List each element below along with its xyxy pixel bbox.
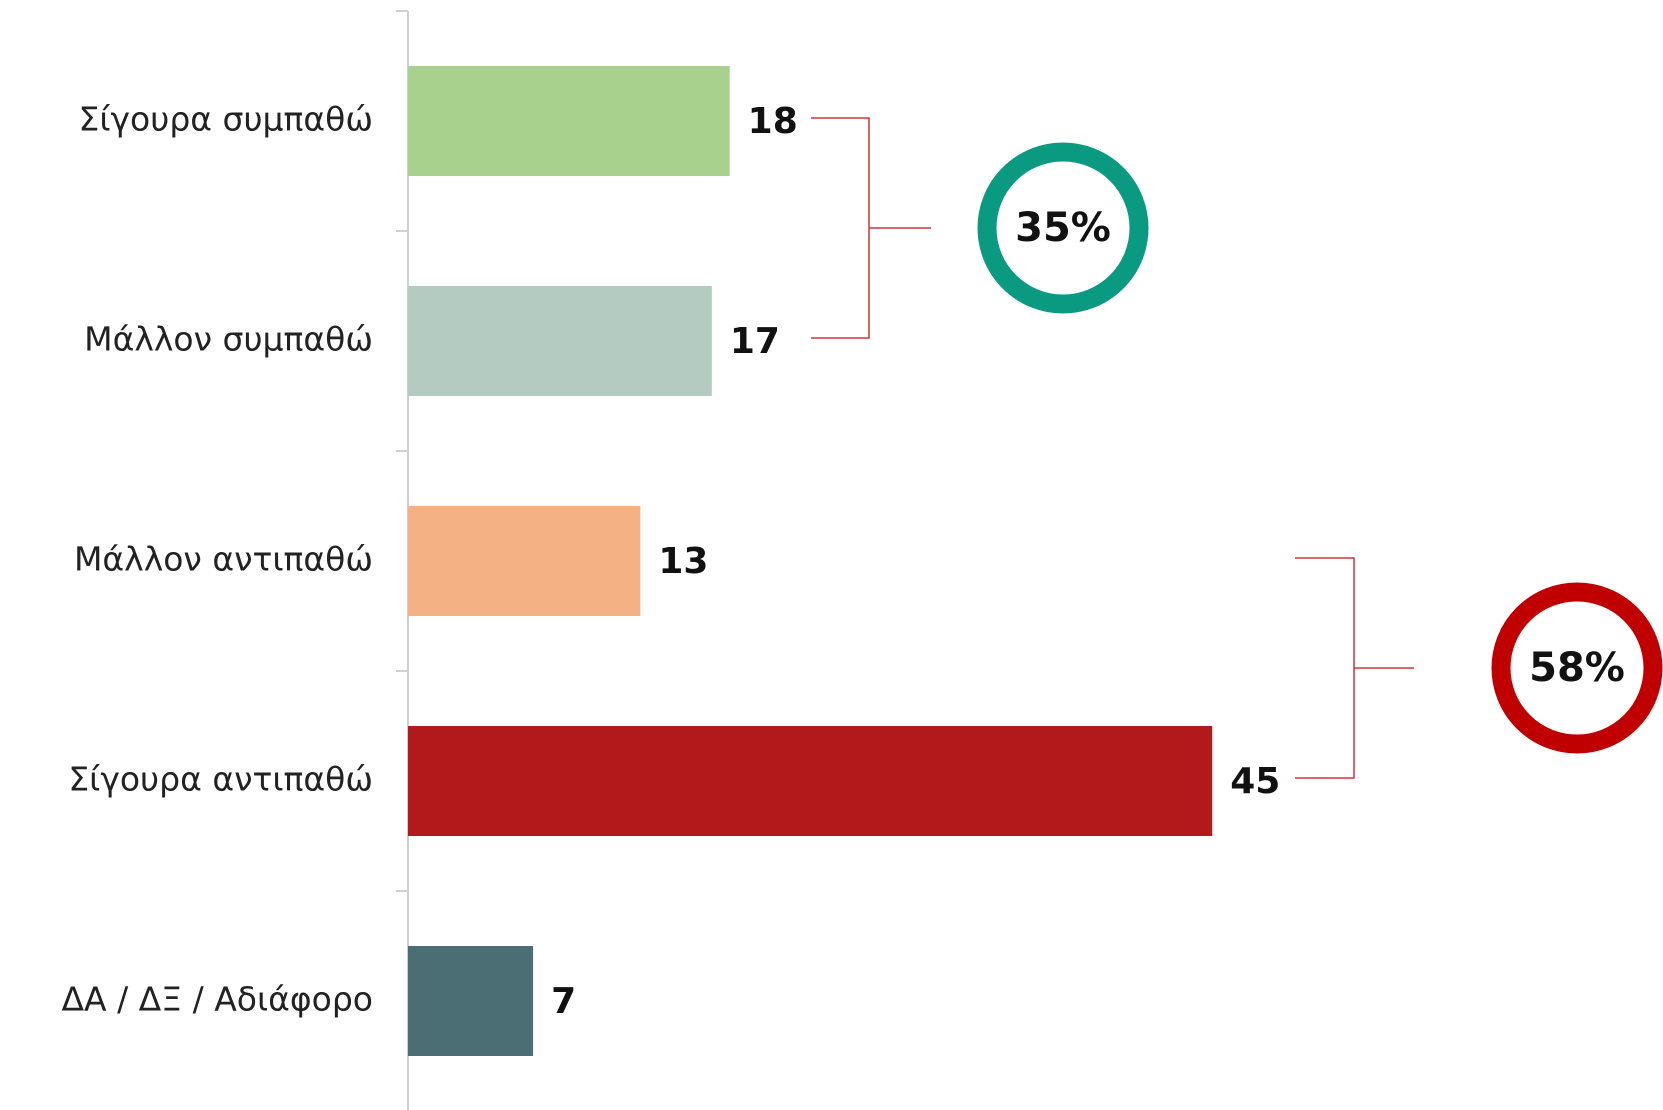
category-label: Σίγουρα συμπαθώ (79, 100, 373, 139)
category-label: ΔΑ / ΔΞ / Αδιάφορο (61, 980, 373, 1019)
bar (408, 726, 1213, 836)
total-label: 35% (1015, 205, 1111, 251)
bar (408, 66, 730, 176)
category-label: Μάλλον συμπαθώ (84, 320, 373, 359)
value-label: 7 (551, 981, 576, 1022)
bracket (811, 117, 931, 339)
category-label: Σίγουρα αντιπαθώ (68, 760, 373, 799)
bracket (1295, 557, 1414, 779)
value-label: 17 (730, 321, 780, 362)
total-circle (977, 142, 1149, 314)
value-label: 45 (1230, 761, 1280, 802)
value-label: 18 (748, 101, 798, 142)
total-circle (1491, 582, 1663, 754)
bar (408, 286, 712, 396)
bar (408, 506, 641, 616)
total-label: 58% (1529, 645, 1625, 691)
category-label: Μάλλον αντιπαθώ (74, 540, 373, 579)
bar (408, 946, 534, 1056)
value-label: 13 (658, 541, 708, 582)
